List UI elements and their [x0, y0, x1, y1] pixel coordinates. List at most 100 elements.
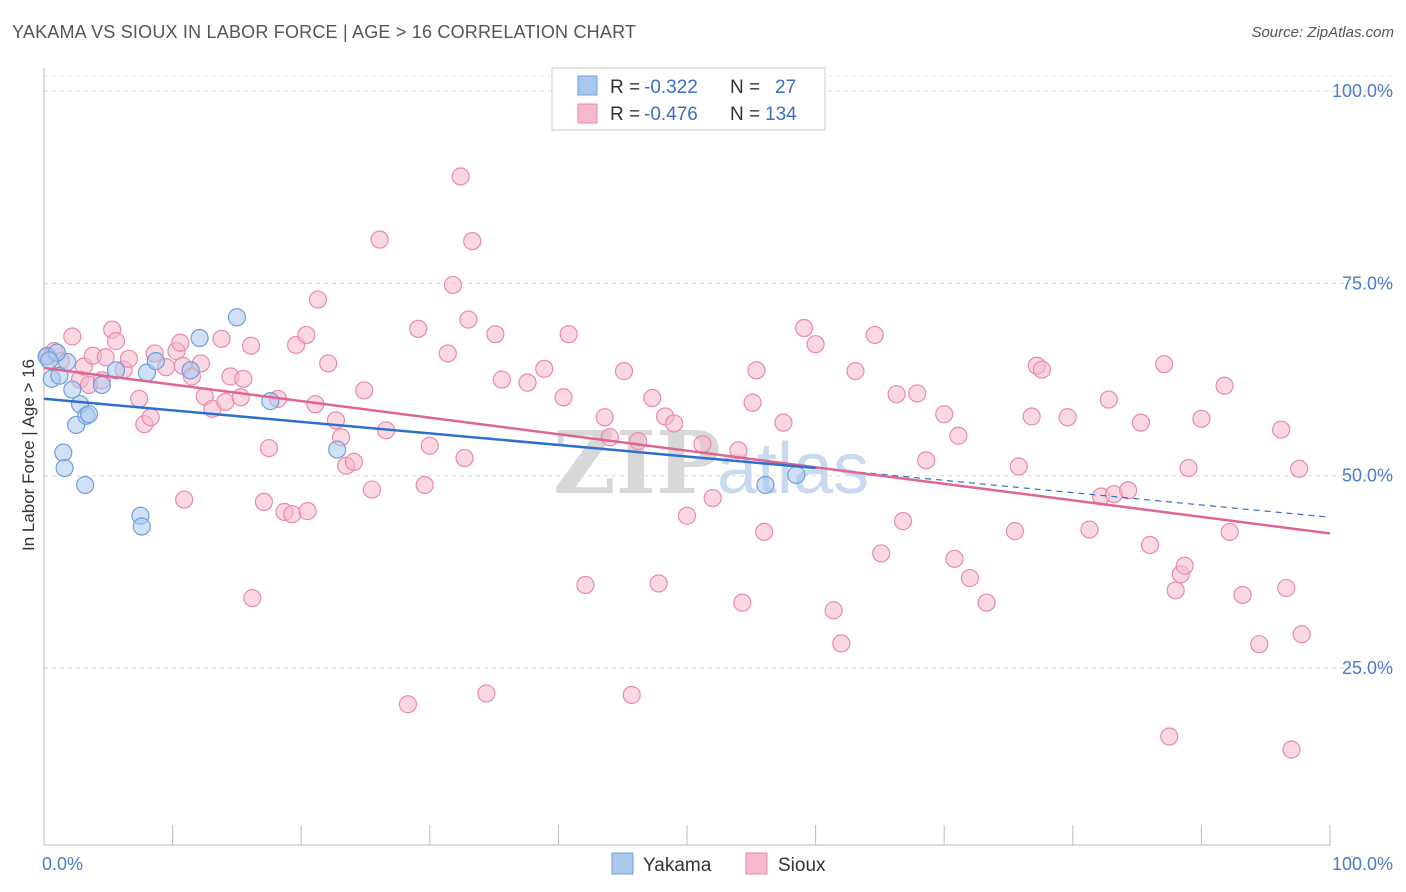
sioux-point — [945, 549, 964, 568]
yakama-trend-extension — [815, 467, 1331, 518]
sioux-point — [1009, 457, 1028, 476]
yakama-point — [132, 517, 151, 536]
sioux-point — [1282, 740, 1301, 759]
sioux-point — [559, 325, 578, 344]
sioux-point — [949, 426, 968, 445]
sioux-point — [755, 522, 774, 541]
sioux-point — [832, 634, 851, 653]
sioux-point — [455, 448, 474, 468]
sioux-point — [1250, 635, 1269, 654]
sioux-point — [729, 441, 748, 460]
watermark-zip: ZIP — [553, 413, 721, 514]
sioux-point — [1179, 458, 1198, 478]
yakama-point — [92, 375, 111, 395]
sioux-point — [887, 385, 906, 404]
sioux-point — [243, 588, 262, 608]
yakama-point — [227, 308, 246, 327]
yakama-point — [787, 465, 806, 485]
sioux-series-label: Sioux — [778, 855, 826, 876]
sioux-point — [130, 389, 149, 408]
y-tick-label-75: 75.0% — [1342, 273, 1393, 293]
sioux-point — [415, 475, 434, 495]
sioux-point — [1022, 407, 1041, 426]
sioux-r-label: R = — [610, 104, 640, 125]
sioux-n-label: N = — [730, 104, 760, 125]
sioux-point — [409, 319, 428, 338]
sioux-point — [298, 502, 317, 521]
source-credit: Source: ZipAtlas.com — [1251, 24, 1394, 41]
sioux-point — [398, 695, 418, 714]
y-axis-label: In Labor Force | Age > 16 — [19, 359, 38, 551]
sioux-point — [119, 349, 138, 368]
sioux-point — [649, 574, 668, 593]
yakama-trend-line — [43, 397, 816, 470]
yakama-points — [37, 308, 806, 536]
stats-legend: R = -0.322 N = 27 R = -0.476 N = 134 — [551, 67, 826, 131]
sioux-point — [492, 370, 511, 389]
sioux-point — [960, 568, 980, 588]
sioux-point — [600, 428, 619, 447]
sioux-point — [1058, 408, 1077, 427]
sioux-point — [1192, 409, 1211, 428]
sioux-point — [917, 451, 936, 470]
tick-labels: 0.0% 100.0% 25.0% 50.0% 75.0% 100.0% — [42, 81, 1393, 874]
sioux-point — [1233, 585, 1252, 605]
sioux-point — [297, 325, 316, 345]
sioux-point — [1277, 578, 1296, 598]
sioux-point — [733, 593, 752, 612]
sioux-point — [1215, 376, 1234, 395]
yakama-series-label: Yakama — [643, 855, 712, 876]
yakama-point — [181, 361, 200, 380]
sioux-point — [443, 275, 463, 295]
sioux-point — [535, 359, 554, 378]
sioux-point — [1166, 581, 1185, 600]
sioux-point — [1099, 390, 1118, 409]
sioux-point — [175, 490, 194, 509]
sioux-point — [141, 408, 160, 427]
yakama-point — [190, 328, 209, 348]
sioux-point — [241, 336, 261, 355]
sioux-point — [1080, 520, 1099, 539]
sioux-point — [477, 684, 496, 703]
sioux-point — [362, 480, 382, 499]
yakama-series-swatch — [611, 852, 634, 875]
sioux-trend-line — [43, 366, 1331, 535]
sioux-point — [824, 601, 843, 620]
sioux-point — [1032, 360, 1052, 379]
sioux-point — [576, 575, 595, 595]
sioux-point — [1272, 420, 1291, 439]
sioux-point — [846, 362, 865, 381]
sioux-point — [747, 361, 766, 380]
sioux-point — [1175, 556, 1194, 575]
sioux-point — [554, 388, 573, 407]
sioux-point — [355, 381, 374, 400]
x-tick-label-max: 100.0% — [1332, 854, 1393, 874]
sioux-point — [283, 505, 302, 524]
yakama-point — [54, 443, 73, 462]
sioux-point — [370, 230, 389, 249]
yakama-point — [76, 475, 95, 495]
sioux-point — [1155, 355, 1174, 374]
sioux-point — [459, 310, 478, 329]
sioux-point — [63, 327, 82, 346]
sioux-point — [1131, 413, 1151, 432]
sioux-point — [703, 488, 722, 508]
sioux-r-value: -0.476 — [644, 104, 698, 125]
sioux-point — [212, 329, 231, 348]
trend-lines — [43, 366, 1331, 535]
sioux-point — [743, 393, 762, 412]
sioux-series-swatch — [745, 852, 768, 875]
yakama-n-label: N = — [730, 77, 760, 98]
sioux-point — [1220, 522, 1239, 541]
sioux-n-value: 134 — [765, 104, 797, 125]
sioux-point — [1140, 535, 1160, 555]
sioux-point — [420, 436, 439, 455]
sioux-point — [665, 414, 684, 433]
yakama-point — [55, 458, 74, 478]
sioux-point — [774, 413, 793, 432]
sioux-point — [693, 435, 712, 454]
yakama-point — [40, 351, 59, 370]
y-tick-label-100: 100.0% — [1332, 81, 1393, 101]
sioux-point — [344, 452, 364, 471]
